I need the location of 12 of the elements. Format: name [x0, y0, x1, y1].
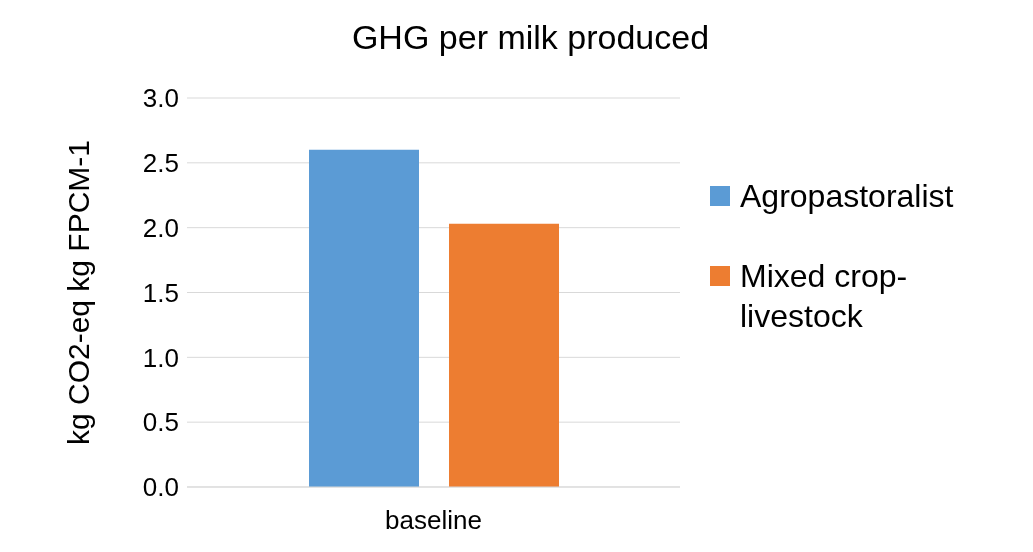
x-tick-label: baseline: [385, 505, 482, 536]
y-tick-label: 3.0: [142, 83, 179, 114]
y-tick-label: 2.0: [142, 212, 179, 243]
legend-label: Agropastoralist: [740, 177, 954, 216]
y-tick-label: 0.0: [142, 472, 179, 503]
y-axis-title: kg CO2-eq kg FPCM-1: [61, 139, 95, 446]
y-tick-label: 1.5: [142, 277, 179, 308]
legend-label: Mixed crop-livestock: [740, 257, 909, 336]
y-tick-label: 2.5: [142, 148, 179, 179]
y-tick-label: 1.0: [142, 342, 179, 373]
chart-title: GHG per milk produced: [350, 18, 711, 57]
y-tick-label: 0.5: [142, 407, 179, 438]
